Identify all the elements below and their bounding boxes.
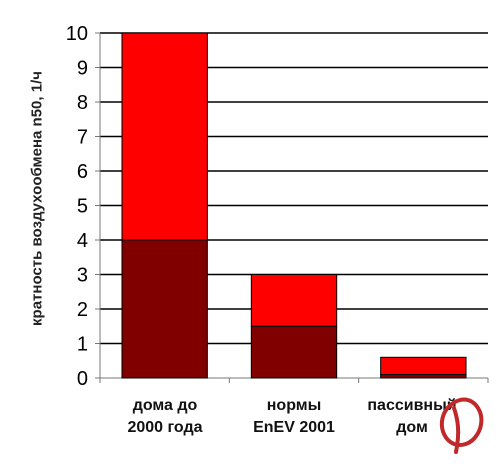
y-tick-label-1: 1 xyxy=(77,334,88,356)
y-tick-label-6: 6 xyxy=(77,161,88,183)
bar-2-segment-2 xyxy=(250,274,338,327)
bar-1-segment-1 xyxy=(121,239,208,379)
y-tick-label-9: 9 xyxy=(77,58,88,80)
bar-2-segment-1 xyxy=(250,325,338,379)
phi-leaf-logo-icon xyxy=(439,397,484,454)
y-tick-label-5: 5 xyxy=(77,196,88,218)
bar-3-segment-2 xyxy=(380,356,467,376)
bar-3-segment-1 xyxy=(380,374,467,379)
y-axis-label: кратность воздухообмена n50, 1/ч xyxy=(28,71,46,326)
x-category-label-1: дома до 2000 года xyxy=(127,397,203,436)
x-category-label-3: пассивный дом xyxy=(367,397,457,436)
y-tick-label-0: 0 xyxy=(77,368,88,390)
y-tick-label-10: 10 xyxy=(66,23,88,45)
y-tick-label-3: 3 xyxy=(77,265,88,287)
y-tick-label-7: 7 xyxy=(77,127,88,149)
bar-1-segment-2 xyxy=(121,32,208,241)
y-tick-label-8: 8 xyxy=(77,92,88,114)
x-category-label-2: нормы EnEV 2001 xyxy=(253,397,335,436)
y-tick-label-2: 2 xyxy=(77,299,88,321)
y-tick-label-4: 4 xyxy=(77,230,88,252)
